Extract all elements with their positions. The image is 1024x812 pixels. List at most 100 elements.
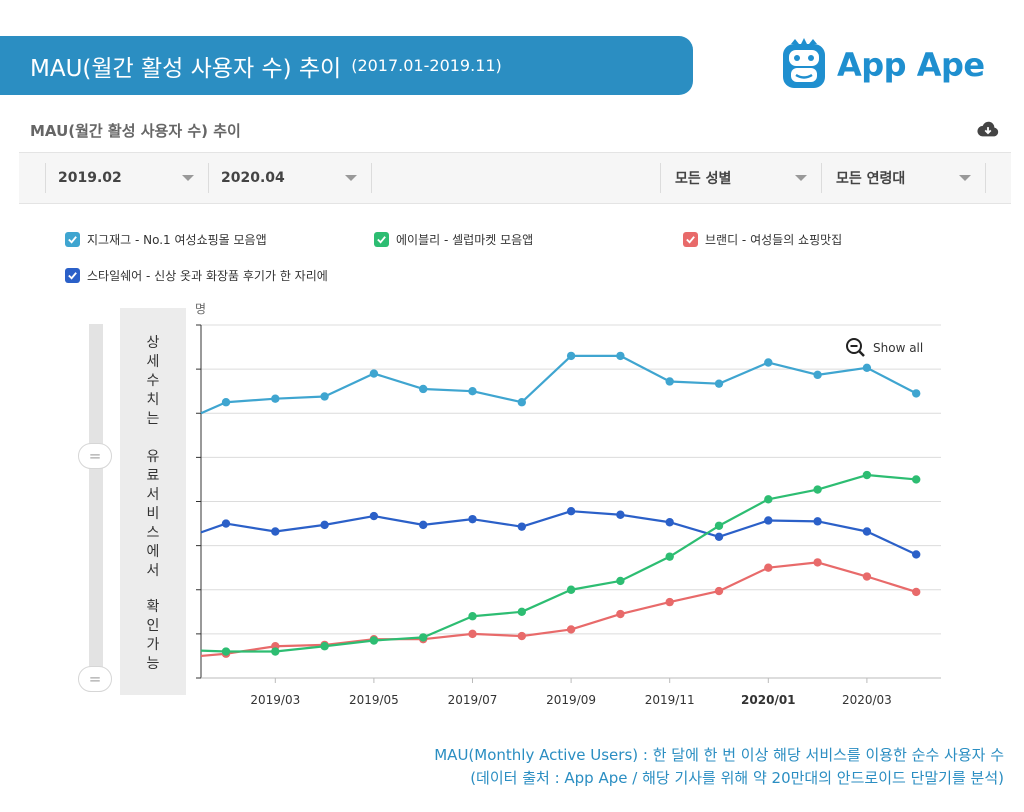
data-point [221, 398, 231, 407]
note-char: 세 [146, 354, 160, 370]
data-point [714, 586, 724, 596]
banner-title: MAU(월간 활성 사용자 수) 추이 [30, 55, 342, 82]
section-title: MAU(월간 활성 사용자 수) 추이 [30, 122, 241, 140]
divider [985, 163, 986, 193]
data-point [714, 521, 724, 530]
data-point [517, 631, 526, 641]
data-point [468, 629, 477, 639]
data-point [517, 522, 526, 531]
data-point [912, 587, 921, 597]
x-tick-label: 2019/03 [250, 693, 300, 707]
data-point [714, 532, 724, 541]
x-tick-label: 2020/03 [842, 693, 892, 707]
data-point [616, 351, 625, 361]
note-char: 가 [146, 637, 160, 653]
x-tick-label: 2019/05 [349, 693, 399, 707]
note-char: 료 [146, 468, 160, 484]
data-point [665, 597, 674, 607]
data-point [813, 370, 822, 380]
end-date-value: 2020.04 [221, 170, 285, 186]
data-point [714, 379, 724, 388]
data-point [616, 510, 625, 519]
start-date-value: 2019.02 [58, 170, 122, 186]
series-line [200, 561, 917, 658]
checkbox-checked-icon[interactable] [683, 232, 698, 247]
cloud-download-icon[interactable] [977, 120, 999, 138]
data-point [419, 384, 428, 394]
data-point [862, 572, 872, 581]
divider [208, 163, 209, 193]
banner-period: (2017.01-2019.11) [351, 56, 502, 75]
slider-handle-bottom[interactable]: = [78, 666, 112, 692]
footer-data-source: (데이터 출처 : App Ape / 해당 기사를 위해 약 20만대의 안드… [470, 769, 1004, 787]
legend-label: 브랜디 - 여성들의 쇼핑맛집 [705, 233, 843, 247]
data-point [764, 495, 773, 504]
note-char: 비 [146, 506, 160, 522]
data-point [221, 519, 231, 528]
range-slider-track[interactable] [89, 324, 103, 682]
show-all-label: Show all [873, 341, 924, 355]
note-char: 상 [146, 335, 160, 351]
data-point [813, 485, 822, 494]
data-point [912, 550, 921, 559]
data-point [665, 552, 674, 561]
divider [45, 163, 46, 193]
note-char: 스 [146, 525, 160, 541]
legend-label: 지그재그 - No.1 여성쇼핑몰 모음앱 [87, 233, 267, 247]
checkbox-checked-icon[interactable] [374, 232, 389, 247]
title-banner: MAU(월간 활성 사용자 수) 추이 (2017.01-2019.11) [0, 36, 693, 95]
data-point [566, 507, 576, 516]
data-point [320, 520, 329, 530]
ape-face-icon [783, 38, 825, 88]
gender-select[interactable]: 모든 성별 [661, 153, 821, 203]
x-tick-label: 2019/11 [645, 693, 695, 707]
checkbox-checked-icon[interactable] [65, 268, 80, 283]
show-all-button[interactable]: Show all [845, 337, 923, 359]
data-point [566, 585, 576, 594]
note-char: 서 [146, 563, 160, 579]
note-char: 능 [146, 656, 160, 672]
age-select[interactable]: 모든 연령대 [822, 153, 985, 203]
start-date-select[interactable]: 2019.02 [46, 153, 208, 203]
x-tick-label: 2019/09 [546, 693, 596, 707]
chevron-down-icon [795, 175, 807, 181]
legend-item-styleshare[interactable]: 스타일쉐어 - 신상 옷과 화장품 후기가 한 자리에 [65, 267, 328, 284]
legend-item-zigzag[interactable]: 지그재그 - No.1 여성쇼핑몰 모음앱 [65, 231, 267, 248]
data-point [764, 516, 773, 525]
legend-item-ably[interactable]: 에이블리 - 셀럽마켓 모음앱 [374, 231, 533, 248]
data-point [665, 518, 674, 527]
series-line [200, 354, 917, 415]
data-point [616, 609, 625, 619]
note-char: 서 [146, 487, 160, 503]
data-point [221, 647, 231, 656]
note-char: 수 [146, 373, 160, 389]
note-char: 인 [146, 618, 160, 634]
data-point [419, 633, 428, 642]
logo-text: App Ape [837, 46, 985, 84]
checkbox-checked-icon[interactable] [65, 232, 80, 247]
chevron-down-icon [345, 175, 357, 181]
gender-value: 모든 성별 [675, 171, 732, 187]
chevron-down-icon [182, 175, 194, 181]
data-point [566, 625, 576, 634]
legend-label: 에이블리 - 셀럽마켓 모음앱 [396, 233, 534, 247]
end-date-select[interactable]: 2020.04 [209, 153, 371, 203]
data-point [468, 514, 477, 524]
data-point [862, 527, 872, 536]
x-tick-label: 2019/07 [448, 693, 498, 707]
app-ape-logo: App Ape [781, 38, 985, 92]
age-value: 모든 연령대 [836, 171, 906, 187]
data-point [616, 576, 625, 586]
data-point [271, 647, 280, 656]
slider-handle-top[interactable]: = [78, 443, 112, 469]
series-line [200, 473, 917, 653]
data-point [665, 377, 674, 386]
footer-mau-definition: MAU(Monthly Active Users) : 한 달에 한 번 이상 … [434, 746, 1004, 764]
data-point [912, 389, 921, 398]
legend-item-brandi[interactable]: 브랜디 - 여성들의 쇼핑맛집 [683, 231, 842, 248]
divider [660, 163, 661, 193]
